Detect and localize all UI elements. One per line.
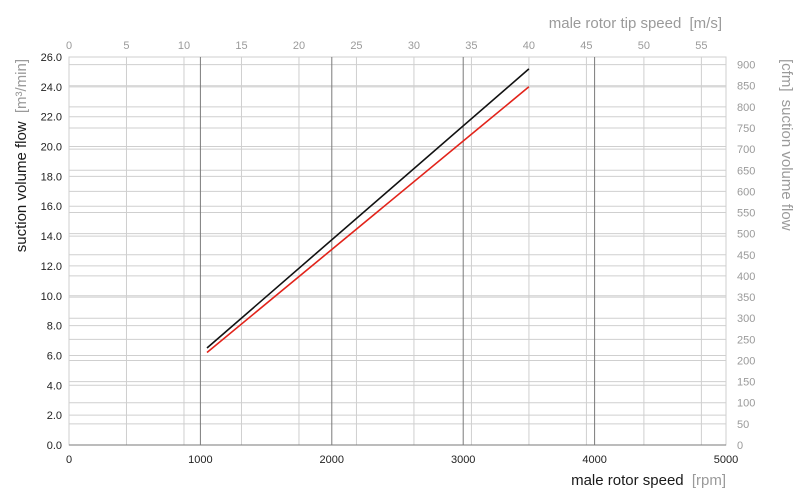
left-tick-label: 16.0 <box>41 201 62 213</box>
right-tick-label: 450 <box>737 250 755 262</box>
bottom-axis-title: male rotor speed [rpm] <box>571 472 726 489</box>
left-tick-label: 0.0 <box>47 440 62 452</box>
top-tick-label: 10 <box>178 40 190 52</box>
bottom-tick-label: 1000 <box>188 454 212 466</box>
right-tick-label: 900 <box>737 60 755 72</box>
top-tick-label: 40 <box>523 40 535 52</box>
left-axis-unit: [m³/min] <box>13 59 30 113</box>
bottom-tick-label: 2000 <box>320 454 344 466</box>
right-tick-label: 650 <box>737 165 755 177</box>
left-tick-label: 26.0 <box>41 52 62 64</box>
right-axis-unit: [cfm] <box>778 59 795 92</box>
top-axis-title: male rotor tip speed [m/s] <box>549 15 722 32</box>
bottom-tick-label: 3000 <box>451 454 475 466</box>
grid <box>68 56 727 446</box>
bottom-axis-unit: [rpm] <box>692 472 726 489</box>
left-axis-title: suction volume flow [m³/min] <box>13 59 30 252</box>
top-tick-label: 15 <box>235 40 247 52</box>
right-tick-label: 500 <box>737 229 755 241</box>
left-tick-label: 12.0 <box>41 261 62 273</box>
bottom-axis-label: male rotor speed <box>571 472 684 489</box>
top-tick-label: 5 <box>123 40 129 52</box>
top-tick-label: 55 <box>695 40 707 52</box>
bottom-tick-label: 0 <box>66 454 72 466</box>
top-tick-label: 35 <box>465 40 477 52</box>
left-tick-label: 4.0 <box>47 380 62 392</box>
right-tick-label: 50 <box>737 419 749 431</box>
top-tick-label: 30 <box>408 40 420 52</box>
right-axis-title: [cfm] suction volume flow <box>778 59 795 231</box>
left-tick-label: 22.0 <box>41 112 62 124</box>
right-axis-label: suction volume flow <box>778 100 795 231</box>
top-axis-unit: [m/s] <box>690 15 723 32</box>
right-tick-label: 400 <box>737 271 755 283</box>
right-tick-label: 800 <box>737 102 755 114</box>
top-tick-label: 50 <box>638 40 650 52</box>
bottom-axis-ticks: 0 1000 2000 3000 4000 5000 <box>66 454 738 466</box>
left-tick-label: 14.0 <box>41 231 62 243</box>
left-tick-label: 6.0 <box>47 350 62 362</box>
right-tick-label: 600 <box>737 186 755 198</box>
right-tick-label: 300 <box>737 313 755 325</box>
right-tick-label: 150 <box>737 377 755 389</box>
right-tick-label: 200 <box>737 355 755 367</box>
series-layer <box>206 68 530 354</box>
series-line-0 <box>206 68 530 349</box>
top-tick-label: 0 <box>66 40 72 52</box>
left-tick-label: 24.0 <box>41 82 62 94</box>
plot-frame <box>68 56 727 446</box>
bottom-tick-label: 4000 <box>582 454 606 466</box>
left-tick-label: 2.0 <box>47 410 62 422</box>
right-tick-label: 550 <box>737 208 755 220</box>
right-tick-label: 700 <box>737 144 755 156</box>
left-tick-label: 18.0 <box>41 171 62 183</box>
right-tick-label: 750 <box>737 123 755 135</box>
right-tick-label: 100 <box>737 398 755 410</box>
right-tick-label: 850 <box>737 81 755 93</box>
top-axis-ticks: 0 5 10 15 20 25 30 35 40 45 50 55 <box>66 40 708 52</box>
bottom-tick-label: 5000 <box>714 454 738 466</box>
left-axis-ticks: 0.0 2.0 4.0 6.0 8.0 10.0 12.0 14.0 16.0 18.0 20.0 2… <box>41 52 62 452</box>
left-axis-label: suction volume flow <box>13 121 30 252</box>
left-tick-label: 20.0 <box>41 142 62 154</box>
series-line-1 <box>206 86 530 354</box>
right-tick-label: 250 <box>737 334 755 346</box>
left-tick-label: 10.0 <box>41 291 62 303</box>
right-axis-ticks: 0 50 100 150 200 250 300 350 400 450 500 550 600 650 7… <box>737 60 755 452</box>
top-tick-label: 25 <box>350 40 362 52</box>
top-axis-label: male rotor tip speed <box>549 15 682 32</box>
top-tick-label: 45 <box>580 40 592 52</box>
right-tick-label: 0 <box>737 440 743 452</box>
top-tick-label: 20 <box>293 40 305 52</box>
right-tick-label: 350 <box>737 292 755 304</box>
left-tick-label: 8.0 <box>47 321 62 333</box>
